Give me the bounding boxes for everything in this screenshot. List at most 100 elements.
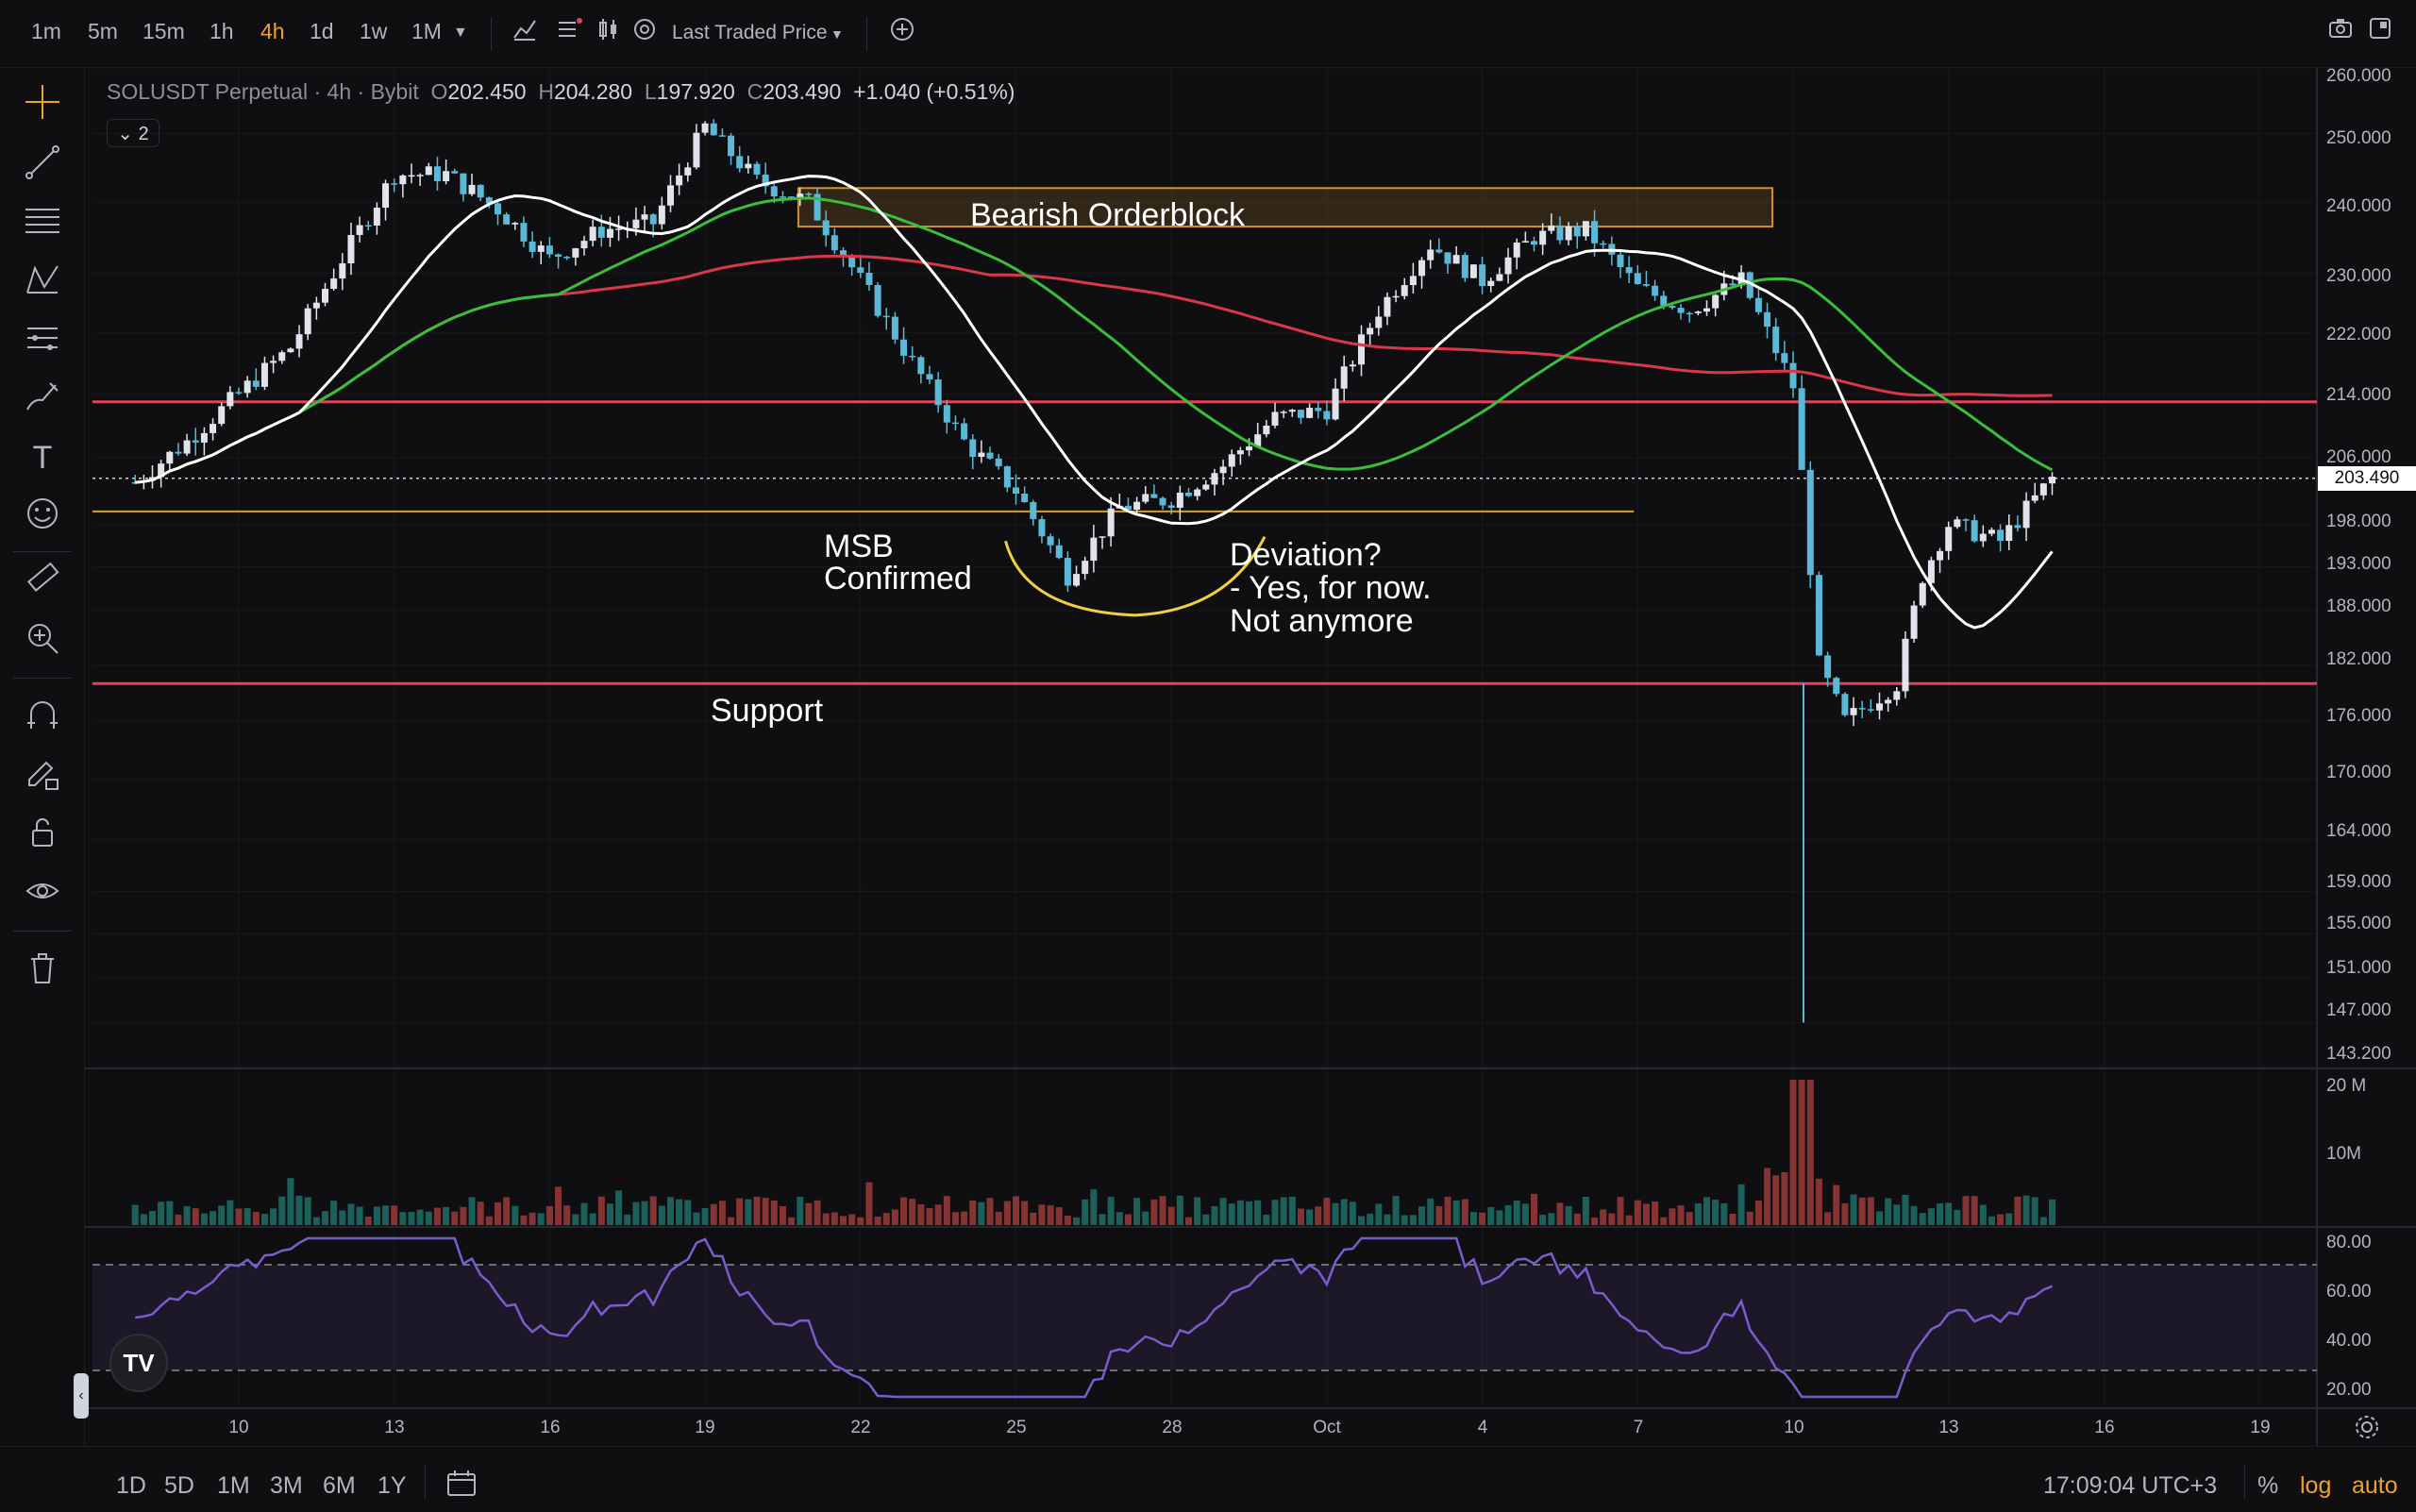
volume-bar bbox=[1703, 1197, 1710, 1225]
candle-body bbox=[995, 458, 1002, 467]
msb-label-line2[interactable]: Confirmed bbox=[824, 561, 972, 596]
volume-bar bbox=[433, 1207, 441, 1225]
candle-body bbox=[788, 196, 796, 199]
emoji-icon[interactable] bbox=[21, 495, 64, 538]
volume-bar bbox=[736, 1198, 744, 1225]
candle-body bbox=[667, 185, 674, 206]
text-tool-icon[interactable]: T bbox=[32, 440, 53, 476]
volume-bar bbox=[1167, 1206, 1175, 1225]
range-3M[interactable]: 3M bbox=[270, 1472, 303, 1499]
candle-body bbox=[1271, 412, 1279, 426]
candle-body bbox=[1236, 450, 1244, 455]
volume-bar bbox=[1806, 1079, 1814, 1225]
symbol-name[interactable]: SOLUSDT Perpetual bbox=[107, 79, 309, 104]
percent-toggle[interactable]: % bbox=[2257, 1472, 2279, 1499]
candle-body bbox=[1375, 316, 1383, 328]
deviation-label-line2[interactable]: - Yes, for now. bbox=[1230, 570, 1432, 606]
range-6M[interactable]: 6M bbox=[323, 1472, 356, 1499]
chevron-down-icon[interactable]: ▼ bbox=[830, 26, 844, 42]
timeframe-5m[interactable]: 5m bbox=[88, 19, 118, 43]
ma-fast-line bbox=[135, 175, 2054, 630]
volume-bar bbox=[1789, 1079, 1797, 1225]
candle-body bbox=[909, 355, 916, 358]
volume-bar bbox=[978, 1201, 985, 1225]
deviation-label-line3[interactable]: Not anymore bbox=[1230, 603, 1414, 639]
price-source-icon[interactable] bbox=[632, 17, 657, 48]
zoom-in-icon[interactable] bbox=[21, 619, 64, 663]
volume-bar bbox=[373, 1206, 380, 1225]
camera-icon[interactable] bbox=[2328, 17, 2353, 46]
volume-bar bbox=[1427, 1198, 1434, 1225]
timeframe-1d[interactable]: 1d bbox=[310, 19, 334, 43]
range-1D[interactable]: 1D bbox=[116, 1472, 146, 1499]
range-5D[interactable]: 5D bbox=[164, 1472, 194, 1499]
brush-icon[interactable] bbox=[21, 378, 64, 421]
trash-icon[interactable] bbox=[21, 949, 64, 993]
candle-body bbox=[1997, 529, 2005, 542]
candle-body bbox=[1246, 446, 1253, 451]
candle-body bbox=[304, 308, 311, 335]
volume-bar bbox=[382, 1205, 390, 1225]
volume-bar bbox=[1608, 1213, 1616, 1225]
candle-body bbox=[1937, 550, 1944, 561]
trend-line-icon[interactable] bbox=[21, 143, 64, 187]
chart-type-icon[interactable] bbox=[512, 17, 537, 48]
timeframe-dropdown-icon[interactable]: ▼ bbox=[453, 25, 468, 41]
candle-body bbox=[1176, 492, 1183, 509]
add-indicator-icon[interactable] bbox=[890, 17, 914, 48]
rsi-label: 40.00 bbox=[2326, 1331, 2372, 1351]
eye-icon[interactable] bbox=[21, 872, 64, 916]
range-1M[interactable]: 1M bbox=[217, 1472, 250, 1499]
ruler-icon[interactable] bbox=[21, 559, 64, 602]
candle-body bbox=[1090, 537, 1098, 562]
candle-body bbox=[1850, 708, 1857, 715]
timeframe-1h[interactable]: 1h bbox=[210, 19, 234, 43]
auto-toggle[interactable]: auto bbox=[2352, 1472, 2398, 1499]
calendar-icon[interactable] bbox=[445, 1469, 478, 1504]
high-label: H bbox=[538, 79, 554, 104]
indicator-collapse-button[interactable]: ⌄ 2 bbox=[107, 119, 159, 147]
candle-body bbox=[1323, 411, 1331, 420]
volume-bar bbox=[667, 1197, 674, 1225]
ma-mid-line bbox=[135, 196, 2054, 484]
timeframe-1m[interactable]: 1m bbox=[31, 19, 61, 43]
volume-bar bbox=[537, 1213, 545, 1225]
support-label[interactable]: Support bbox=[711, 693, 824, 729]
candle-body bbox=[961, 423, 968, 440]
indicators-icon[interactable] bbox=[557, 17, 583, 48]
timeframe-15m[interactable]: 15m bbox=[143, 19, 185, 43]
candle-body bbox=[1513, 242, 1520, 258]
msb-label-line1[interactable]: MSB bbox=[824, 529, 894, 564]
volume-bar bbox=[1280, 1197, 1287, 1225]
time-label: Oct bbox=[1313, 1418, 1341, 1437]
pattern-icon[interactable] bbox=[21, 260, 64, 304]
timeframe-1M[interactable]: 1M bbox=[411, 19, 442, 43]
magnet-icon[interactable] bbox=[21, 697, 64, 740]
candle-body bbox=[1565, 226, 1572, 241]
timeframe-1w[interactable]: 1w bbox=[360, 19, 388, 43]
edit-lock-icon[interactable] bbox=[21, 755, 64, 798]
timeframe-4h[interactable]: 4h bbox=[260, 19, 285, 43]
volume-bar bbox=[1798, 1079, 1805, 1225]
fib-lines-icon[interactable] bbox=[21, 202, 64, 245]
settings-gear-icon[interactable] bbox=[2354, 1414, 2380, 1445]
tradingview-logo[interactable]: TV bbox=[109, 1334, 168, 1392]
scroll-handle[interactable]: ‹ bbox=[74, 1373, 89, 1419]
time-label: 13 bbox=[1938, 1418, 1959, 1437]
fullscreen-icon[interactable] bbox=[2369, 17, 2391, 46]
candle-style-icon[interactable] bbox=[596, 17, 621, 48]
deviation-label-line1[interactable]: Deviation? bbox=[1230, 537, 1382, 573]
rsi-label: 60.00 bbox=[2326, 1282, 2372, 1302]
orderblock-label[interactable]: Bearish Orderblock bbox=[970, 197, 1246, 233]
volume-bar bbox=[1496, 1210, 1503, 1225]
crosshair-icon[interactable] bbox=[21, 83, 64, 126]
log-toggle[interactable]: log bbox=[2300, 1472, 2332, 1499]
lock-icon[interactable] bbox=[21, 814, 64, 857]
range-1Y[interactable]: 1Y bbox=[378, 1472, 407, 1499]
candle-body bbox=[399, 175, 407, 185]
clock[interactable]: 17:09:04 UTC+3 bbox=[2043, 1472, 2218, 1499]
candle-body bbox=[545, 245, 553, 255]
forecast-icon[interactable] bbox=[21, 319, 64, 362]
price-source-select[interactable]: Last Traded Price bbox=[672, 22, 828, 43]
